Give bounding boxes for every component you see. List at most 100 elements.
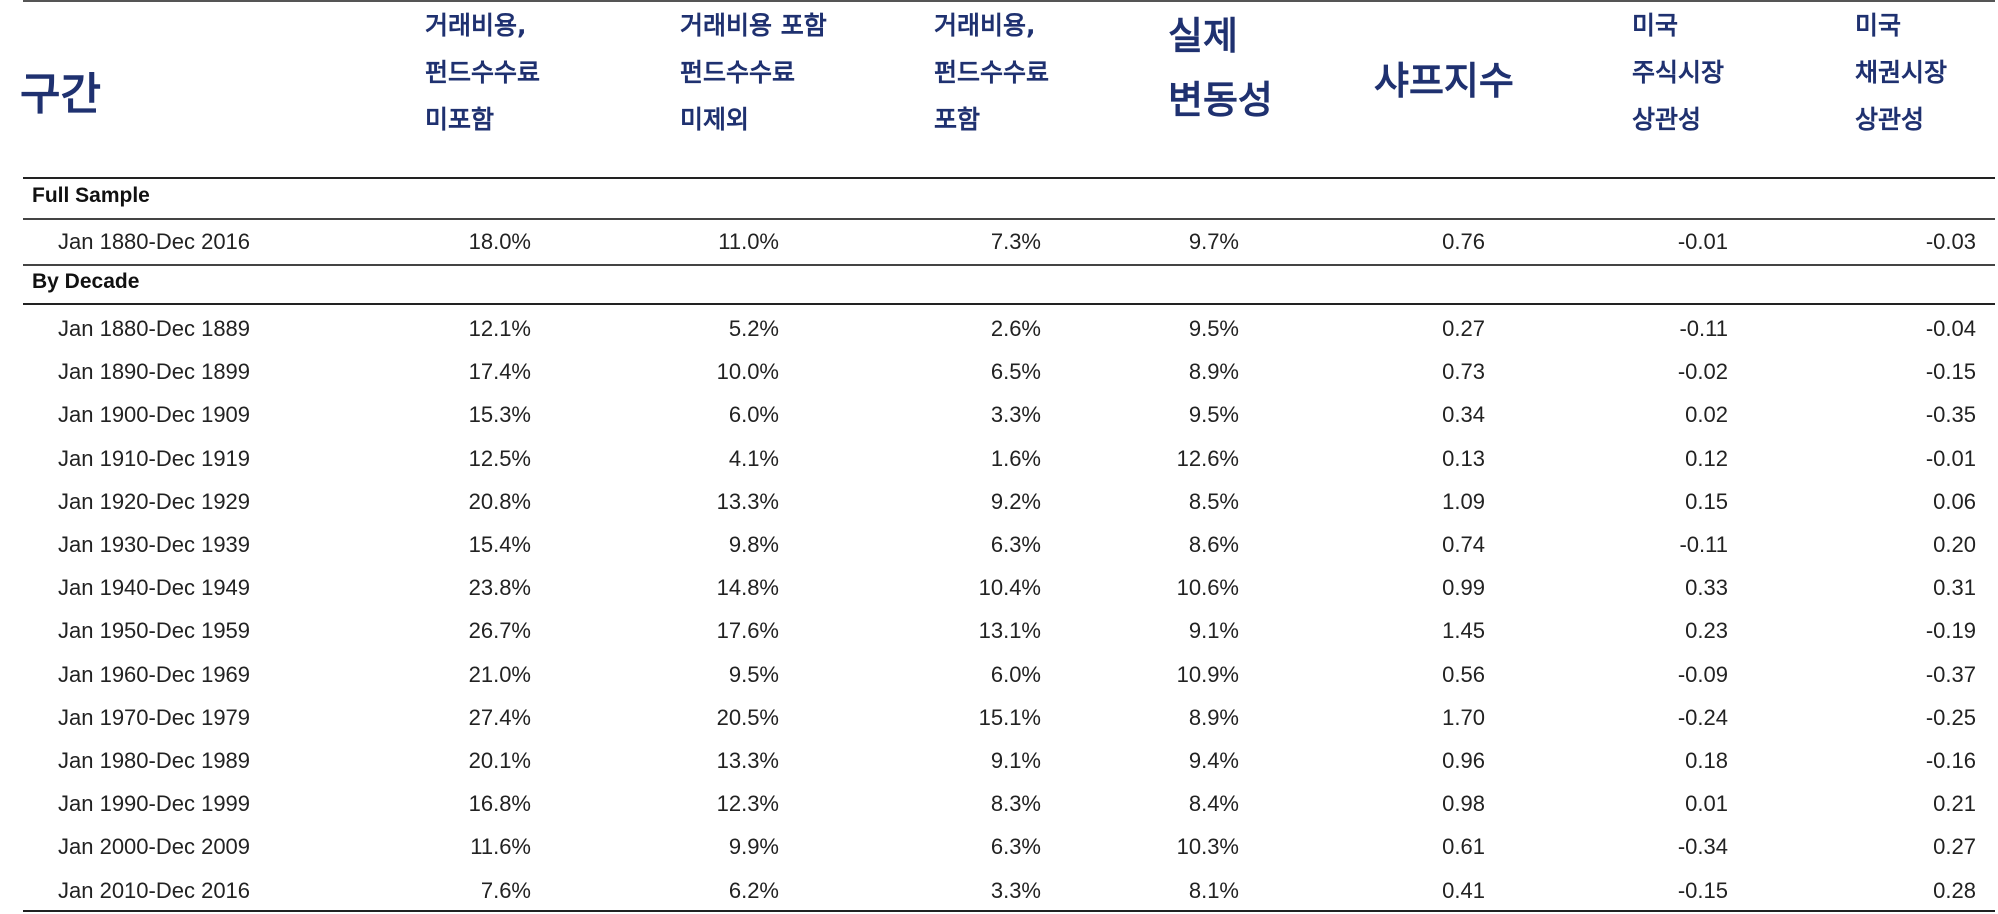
cell-period: Jan 1940-Dec 1949 (58, 575, 251, 601)
cell-period: Jan 2000-Dec 2009 (58, 834, 251, 860)
cell-gross: 15.4% (468, 532, 531, 557)
cell-net: 15.1% (978, 704, 1041, 730)
cell-sharpe: 0.27 (1442, 316, 1485, 341)
cell-vol: 12.6% (1176, 445, 1239, 471)
header-vol-line2: 변동성 (1168, 78, 1273, 122)
cell-eq: 0.18 (1685, 748, 1728, 773)
cell-sharpe: 0.13 (1442, 445, 1485, 471)
cell-vol: 8.6% (1188, 532, 1239, 557)
cell-eq: 0.12 (1685, 445, 1728, 471)
table-row: Jan 1910-Dec 1919 12.5% 4.1% 1.6% 12.6% 0.13 0… (0, 437, 1998, 480)
header-net-return: 거래비용, 펀드수수료 포함 (934, 2, 1049, 143)
cell-vol: 10.6% (1176, 575, 1239, 601)
cell-net: 6.5% (990, 359, 1041, 385)
cell-eq: -0.09 (1677, 661, 1728, 687)
cell-eq: -0.11 (1679, 316, 1728, 341)
cell-gross: 12.1% (468, 316, 531, 341)
cell-bond: 0.31 (1933, 575, 1976, 601)
header-eq-line2: 주식시장 (1632, 58, 1725, 87)
cell-period: Jan 1910-Dec 1919 (58, 445, 251, 471)
cell-bond: -0.25 (1925, 704, 1976, 730)
cell-gross: 20.8% (468, 488, 531, 514)
cell-net-ex: 10.0% (716, 359, 779, 385)
header-gross-line2: 펀드수수료 (425, 58, 541, 87)
header-net-ex-return: 거래비용 포함 펀드수수료 미제외 (680, 2, 827, 143)
header-net-ex-line1: 거래비용 포함 (680, 11, 827, 40)
cell-sharpe: 1.09 (1442, 488, 1485, 514)
cell-net-ex: 9.5% (728, 661, 779, 687)
cell-net-ex: 9.8% (728, 532, 779, 557)
cell-bond: -0.37 (1925, 661, 1976, 687)
cell-period: Jan 1880-Dec 1889 (58, 316, 251, 341)
cell-gross: 21.0% (468, 661, 531, 687)
table-row: Jan 1960-Dec 1969 21.0% 9.5% 6.0% 10.9% 0.56 -… (0, 653, 1998, 696)
cell-bond: -0.03 (1925, 229, 1976, 254)
cell-net-ex: 4.1% (728, 445, 779, 471)
cell-sharpe: 0.99 (1442, 575, 1485, 601)
cell-eq: 0.33 (1685, 575, 1728, 601)
cell-net: 6.3% (990, 834, 1041, 860)
cell-net: 10.4% (978, 575, 1041, 601)
cell-sharpe: 0.98 (1442, 791, 1485, 817)
cell-net: 2.6% (990, 316, 1041, 341)
cell-bond: -0.15 (1925, 359, 1976, 385)
cell-net: 8.3% (990, 791, 1041, 817)
cell-vol: 8.9% (1188, 704, 1239, 730)
header-gross-line1: 거래비용, (425, 11, 527, 40)
table-row: Jan 1980-Dec 1989 20.1% 13.3% 9.1% 9.4% 0.96 0… (0, 739, 1998, 782)
cell-eq: -0.11 (1679, 532, 1728, 557)
section-rule-decade (23, 303, 1995, 305)
cell-sharpe: 0.34 (1442, 402, 1485, 428)
cell-sharpe: 0.96 (1442, 748, 1485, 773)
cell-eq: -0.02 (1677, 359, 1728, 385)
cell-gross: 23.8% (468, 575, 531, 601)
cell-gross: 12.5% (468, 445, 531, 471)
header-bottom-rule (23, 177, 1995, 179)
cell-eq: 0.02 (1685, 402, 1728, 428)
cell-net: 1.6% (990, 445, 1041, 471)
cell-net-ex: 17.6% (716, 618, 779, 644)
header-gross-line3: 미포함 (425, 105, 495, 134)
cell-gross: 27.4% (468, 704, 531, 730)
cell-net-ex: 11.0% (718, 229, 779, 254)
cell-gross: 16.8% (468, 791, 531, 817)
cell-net: 9.1% (990, 748, 1041, 773)
table-row: Jan 1950-Dec 1959 26.7% 17.6% 13.1% 9.1% 1.45… (0, 609, 1998, 652)
table-row: Jan 1930-Dec 1939 15.4% 9.8% 6.3% 8.6% 0.74 -0… (0, 523, 1998, 566)
cell-sharpe: 0.76 (1442, 229, 1485, 254)
cell-gross: 11.6% (470, 834, 531, 860)
cell-gross: 26.7% (468, 618, 531, 644)
cell-period: Jan 1980-Dec 1989 (58, 748, 251, 773)
cell-vol: 8.5% (1188, 488, 1239, 514)
header-net-line3: 포함 (934, 105, 981, 134)
cell-bond: -0.16 (1925, 748, 1976, 773)
cell-period: Jan 2010-Dec 2016 (58, 877, 251, 903)
cell-bond: 0.06 (1933, 488, 1976, 514)
header-net-line1: 거래비용, (934, 11, 1036, 40)
cell-vol: 8.1% (1188, 877, 1239, 903)
cell-vol: 9.7% (1188, 229, 1239, 254)
cell-net: 7.3% (990, 229, 1041, 254)
table-row: Jan 1900-Dec 1909 15.3% 6.0% 3.3% 9.5% 0.34 0.… (0, 393, 1998, 436)
cell-eq: 0.15 (1685, 488, 1728, 514)
cell-period: Jan 1900-Dec 1909 (58, 402, 251, 428)
cell-net-ex: 9.9% (728, 834, 779, 860)
header-us-equity-corr: 미국 주식시장 상관성 (1632, 2, 1724, 143)
cell-net-ex: 6.0% (728, 402, 779, 428)
header-period: 구간 (20, 69, 101, 120)
cell-vol: 8.4% (1188, 791, 1239, 817)
cell-net: 3.3% (990, 877, 1041, 903)
cell-sharpe: 0.61 (1442, 834, 1485, 860)
cell-eq: 0.01 (1685, 791, 1728, 817)
cell-gross: 17.4% (468, 359, 531, 385)
cell-vol: 9.4% (1188, 748, 1239, 773)
cell-bond: -0.01 (1925, 445, 1976, 471)
cell-vol: 9.1% (1188, 618, 1239, 644)
cell-net-ex: 6.2% (728, 877, 779, 903)
table-row: Jan 2010-Dec 2016 7.6% 6.2% 3.3% 8.1% 0.41 -0.… (0, 869, 1998, 912)
cell-gross: 7.6% (480, 877, 531, 903)
table-row: Jan 2000-Dec 2009 11.6% 9.9% 6.3% 10.3% 0.61 -… (0, 825, 1998, 868)
cell-sharpe: 0.41 (1442, 877, 1485, 903)
cell-vol: 10.9% (1176, 661, 1239, 687)
cell-net: 3.3% (990, 402, 1041, 428)
